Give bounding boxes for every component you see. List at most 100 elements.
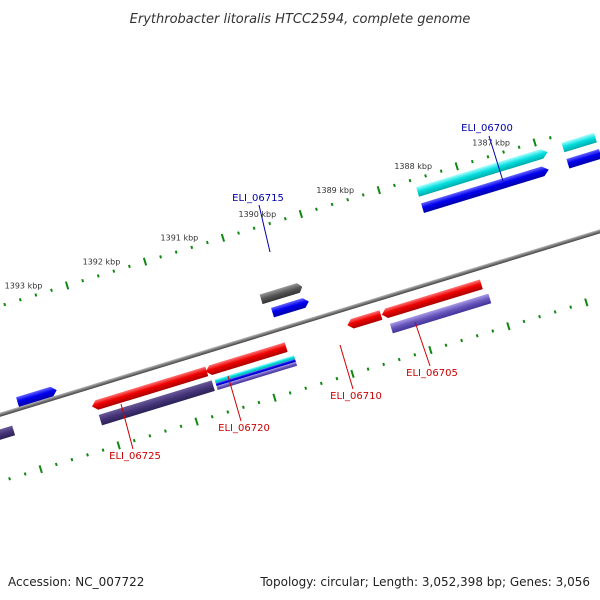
gene-elI-06710-cds[interactable] <box>346 310 383 330</box>
accession-text: Accession: NC_007722 <box>8 575 144 589</box>
tick-mark <box>159 255 162 259</box>
tick-mark <box>64 281 70 290</box>
tick-mark <box>194 417 199 426</box>
tick-mark <box>454 162 459 171</box>
gene-left-edge-minus[interactable] <box>0 425 16 441</box>
label-elI-06705[interactable]: ELI_06705 <box>406 368 458 379</box>
tick-mark <box>444 343 448 348</box>
tick-mark <box>532 138 537 147</box>
label-elI-06710[interactable]: ELI_06710 <box>330 391 382 402</box>
gene-elI-06725-cds[interactable] <box>91 366 209 412</box>
tick-mark <box>413 353 417 357</box>
tick-mark <box>81 278 85 283</box>
label-elI-06725[interactable]: ELI_06725 <box>109 451 161 462</box>
gene-elI-06705-cds[interactable] <box>380 279 483 320</box>
tick-mark <box>288 391 292 395</box>
tick-mark <box>210 415 214 419</box>
label-elI-06700[interactable]: ELI_06700 <box>461 123 513 134</box>
tick-mark <box>319 381 323 386</box>
tick-mark <box>34 293 38 297</box>
genome-stats-text: Topology: circular; Length: 3,052,398 bp… <box>259 575 590 589</box>
tick-mark <box>502 150 505 154</box>
tick-mark <box>54 462 58 467</box>
tick-mark <box>475 334 479 338</box>
tick-mark <box>522 319 526 324</box>
tick-mark <box>393 183 396 188</box>
tick-mark <box>330 202 334 207</box>
tick-mark <box>569 305 573 309</box>
tick-mark <box>38 465 43 474</box>
gene-elI-06720-ortholog[interactable] <box>216 361 298 390</box>
tick-mark <box>132 438 136 443</box>
tick-mark <box>116 441 121 450</box>
tick-mark <box>584 298 589 307</box>
tick-mark <box>361 193 365 197</box>
tick-mark <box>3 302 7 307</box>
tick-mark <box>366 367 370 371</box>
plus-strand-track <box>16 132 600 407</box>
tick-mark <box>128 264 131 269</box>
tick-mark <box>112 269 116 273</box>
tick-mark <box>174 250 178 254</box>
tick-label: 1390 kbp <box>238 210 276 219</box>
tick-mark <box>148 434 152 438</box>
label-elI-06720[interactable]: ELI_06720 <box>218 423 270 434</box>
gene-elI-06725-ortholog[interactable] <box>98 380 215 426</box>
tick-mark <box>205 240 209 245</box>
tick-mark <box>257 400 261 405</box>
tick-mark <box>335 376 339 381</box>
gene-elI-06715-pseudo[interactable] <box>259 282 304 305</box>
tick-mark <box>252 226 256 231</box>
tick-mark <box>517 145 521 149</box>
inner-tick-row <box>8 298 589 481</box>
tick-mark <box>408 178 412 183</box>
tick-mark <box>506 322 511 331</box>
tick-mark <box>272 393 277 402</box>
label-elI-06715[interactable]: ELI_06715 <box>232 193 284 204</box>
tick-mark <box>397 357 401 362</box>
tick-mark <box>382 362 386 367</box>
leader-line-06725 <box>120 403 134 450</box>
gene-right-edge-rna[interactable] <box>561 132 597 153</box>
gene-elI-06700-cds[interactable] <box>421 165 550 213</box>
tick-mark <box>241 405 245 409</box>
tick-mark <box>142 257 148 266</box>
tick-mark <box>226 410 230 414</box>
tick-mark <box>283 217 287 221</box>
tick-mark <box>428 345 433 355</box>
tick-mark <box>50 288 53 292</box>
gene-right-edge-cds[interactable] <box>566 149 600 169</box>
tick-mark <box>18 298 22 302</box>
gene-elI-06700-rna[interactable] <box>416 147 549 197</box>
tick-mark <box>376 186 381 195</box>
tick-mark <box>553 310 557 314</box>
tick-mark <box>538 314 541 319</box>
tick-mark <box>486 155 490 159</box>
gene-elI-06720-rna[interactable] <box>214 355 296 384</box>
tick-mark <box>101 448 105 452</box>
gene-left-edge-cds[interactable] <box>16 385 58 407</box>
gene-elI-06720-cds[interactable] <box>204 342 288 376</box>
tick-label: 1389 kbp <box>316 186 354 195</box>
leader-line-06700 <box>488 135 504 182</box>
genome-backbone <box>0 219 600 423</box>
map-title: Erythrobacter litoralis HTCC2594, comple… <box>130 12 471 27</box>
gene-elI-06720-cds-small[interactable] <box>215 359 296 387</box>
outer-tick-row <box>3 136 552 307</box>
gene-elI-06715-cds[interactable] <box>271 297 310 318</box>
tick-mark <box>268 221 272 226</box>
tick-mark <box>491 329 495 333</box>
leader-line-06715 <box>258 204 271 253</box>
tick-label: 1392 kbp <box>83 258 121 267</box>
gene-labels: ELI_06700 ELI_06715 ELI_06705 ELI_06710 … <box>109 123 513 462</box>
tick-label: 1388 kbp <box>394 162 432 171</box>
tick-mark <box>439 169 443 173</box>
leader-line-06720 <box>227 375 242 422</box>
tick-mark <box>8 476 11 481</box>
tick-mark <box>23 472 27 476</box>
leader-line-06705 <box>414 321 431 367</box>
tick-mark <box>315 207 318 211</box>
